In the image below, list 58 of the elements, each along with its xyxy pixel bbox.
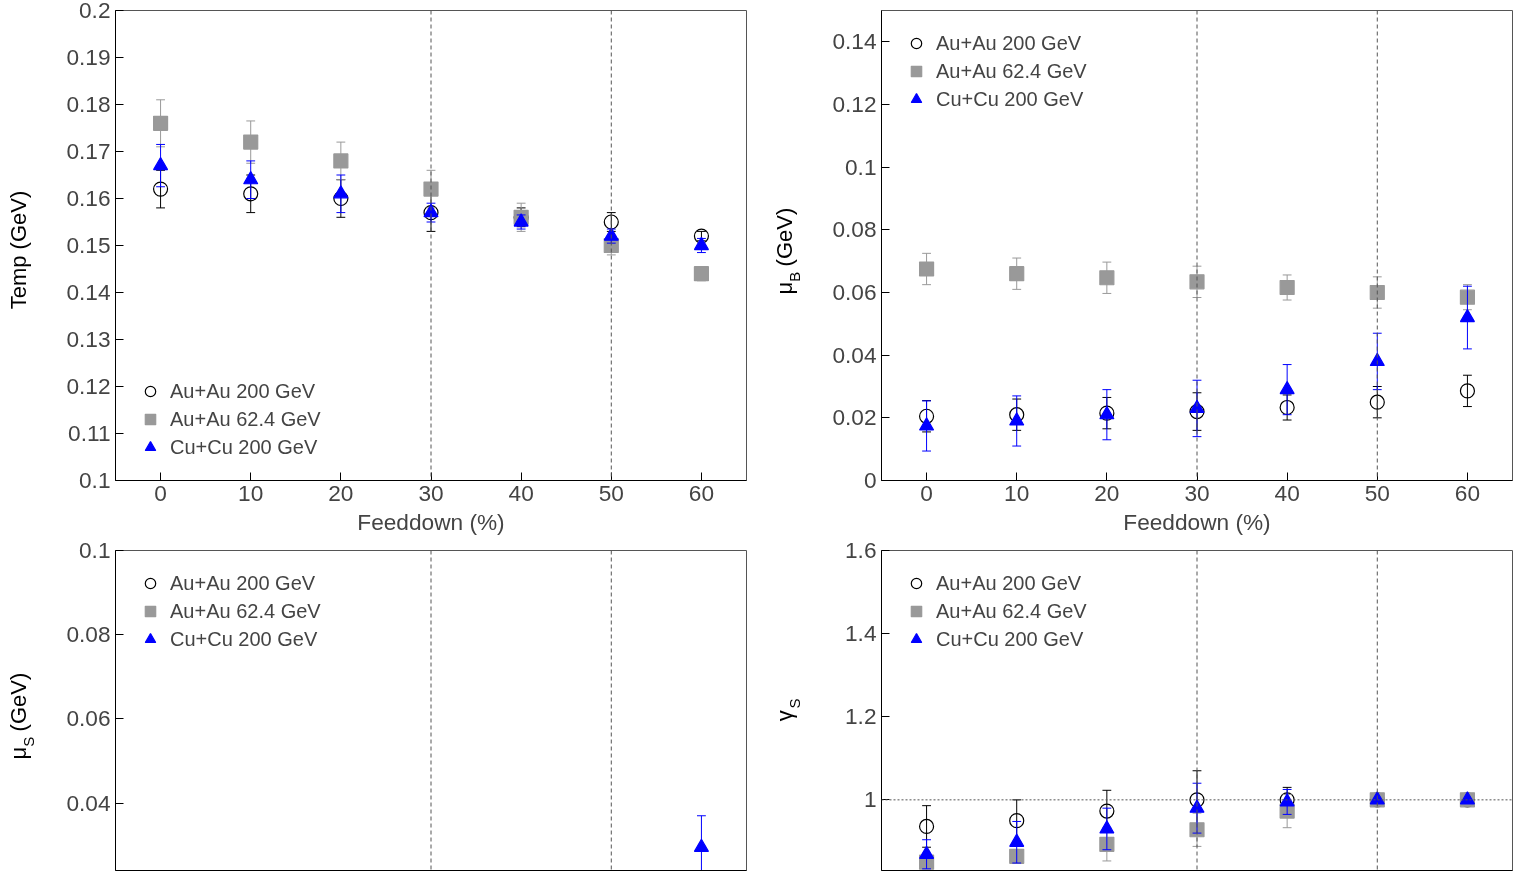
y-tick-label: 0.08 xyxy=(66,621,111,648)
y-axis-title: Temp (GeV) xyxy=(5,190,31,310)
y-axis-title: γS xyxy=(771,698,803,722)
y-tick-label: 1.6 xyxy=(845,537,877,563)
y-tick-label: 0.1 xyxy=(79,467,111,493)
x-tick-label: 10 xyxy=(238,479,264,506)
legend-label: Au+Au 200 GeV xyxy=(170,571,316,595)
x-tick-label: 40 xyxy=(1274,479,1300,506)
x-tick-label: 20 xyxy=(1094,479,1120,506)
y-tick-label: 1.4 xyxy=(845,620,877,647)
y-tick-label: 0.2 xyxy=(79,0,111,23)
y-tick-label: 1.2 xyxy=(845,703,877,730)
x-tick-label: 30 xyxy=(1184,479,1210,506)
legend-label: Cu+Cu 200 GeV xyxy=(936,627,1084,651)
y-axis-title: μS (GeV) xyxy=(5,672,37,760)
y-tick-label: 0.17 xyxy=(66,138,111,164)
x-tick-label: 20 xyxy=(328,479,354,506)
y-axis-title: μB (GeV) xyxy=(771,207,803,295)
y-tick-label: 0.04 xyxy=(832,341,877,368)
legend-label: Au+Au 62.4 GeV xyxy=(170,407,321,431)
x-tick-label: 0 xyxy=(154,479,167,506)
legend-label: Cu+Cu 200 GeV xyxy=(936,87,1084,111)
legend-label: Au+Au 200 GeV xyxy=(170,379,316,403)
x-tick-label: 60 xyxy=(688,479,715,506)
y-tick-label: 0.1 xyxy=(845,153,877,180)
x-tick-label: 50 xyxy=(1364,479,1390,506)
y-tick-label: 0.11 xyxy=(68,420,111,446)
x-tick-label: 10 xyxy=(1004,479,1030,506)
x-axis-title: Feeddown (%) xyxy=(1123,508,1271,535)
legend-label: Au+Au 62.4 GeV xyxy=(170,599,321,623)
y-tick-label: 0.13 xyxy=(66,326,111,352)
y-tick-label: 0.02 xyxy=(832,404,877,431)
y-tick-label: 0.19 xyxy=(66,44,111,70)
y-tick-label: 0.14 xyxy=(832,28,877,55)
x-tick-label: 50 xyxy=(598,479,624,506)
legend-label: Au+Au 62.4 GeV xyxy=(936,599,1087,623)
y-tick-label: 0.1 xyxy=(79,537,111,563)
legend-label: Cu+Cu 200 GeV xyxy=(170,435,318,459)
y-tick-label: 0.06 xyxy=(832,279,877,305)
legend-label: Au+Au 62.4 GeV xyxy=(936,59,1087,83)
y-tick-label: 1 xyxy=(863,786,877,813)
y-tick-label: 0.12 xyxy=(66,373,111,399)
legend-label: Au+Au 200 GeV xyxy=(936,31,1082,55)
x-tick-label: 0 xyxy=(920,479,933,506)
x-axis-title: Feeddown (%) xyxy=(357,508,505,535)
x-tick-label: 60 xyxy=(1454,479,1481,506)
x-tick-label: 30 xyxy=(418,479,444,506)
y-tick-label: 0.04 xyxy=(66,789,111,816)
y-tick-label: 0.12 xyxy=(832,91,877,117)
y-tick-label: 0.14 xyxy=(66,279,111,305)
y-tick-label: 0.06 xyxy=(66,705,111,732)
x-tick-label: 40 xyxy=(508,479,534,506)
y-tick-label: 0.16 xyxy=(66,185,111,211)
y-tick-label: 0.15 xyxy=(66,232,111,258)
y-tick-label: 0.18 xyxy=(66,91,111,117)
legend-label: Cu+Cu 200 GeV xyxy=(170,627,318,651)
y-tick-label: 0.08 xyxy=(832,216,877,243)
legend-label: Au+Au 200 GeV xyxy=(936,571,1082,595)
